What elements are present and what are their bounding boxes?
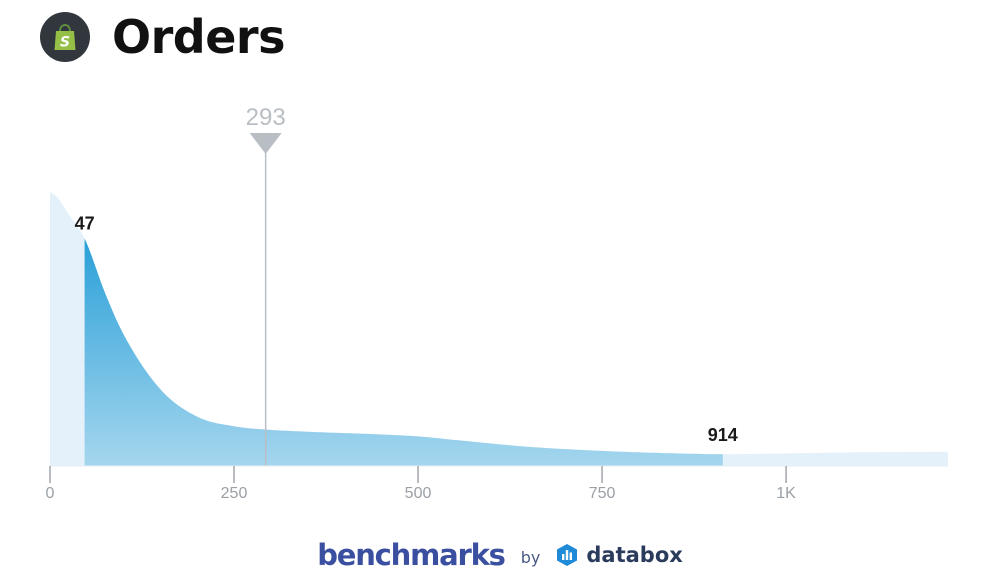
shopify-letter: S <box>60 35 70 51</box>
distribution-range-area <box>84 238 723 466</box>
marker-value-label: 293 <box>246 104 286 131</box>
x-tick-label: 1K <box>776 485 796 502</box>
shopify-bag-icon: S <box>54 23 76 51</box>
x-tick-label: 250 <box>221 485 248 502</box>
x-tick-label: 500 <box>405 485 432 502</box>
page-title: Orders <box>112 10 285 64</box>
marker-triangle-icon <box>249 133 282 154</box>
databox-logo-icon <box>557 544 578 566</box>
range-low-label: 47 <box>75 214 95 234</box>
shopify-logo-icon: S <box>40 12 90 62</box>
x-tick-label: 750 <box>589 485 616 502</box>
x-axis-ticks: 0 250 500 750 1K <box>46 466 796 502</box>
by-text: by <box>520 547 541 567</box>
databox-wordmark: databox <box>586 543 683 567</box>
x-tick-label: 0 <box>46 485 55 502</box>
chart-header: S Orders <box>40 10 285 64</box>
benchmarks-wordmark: benchmarks <box>317 538 506 572</box>
range-high-label: 914 <box>708 425 738 445</box>
footer-branding: benchmarks by databox <box>0 538 1000 572</box>
